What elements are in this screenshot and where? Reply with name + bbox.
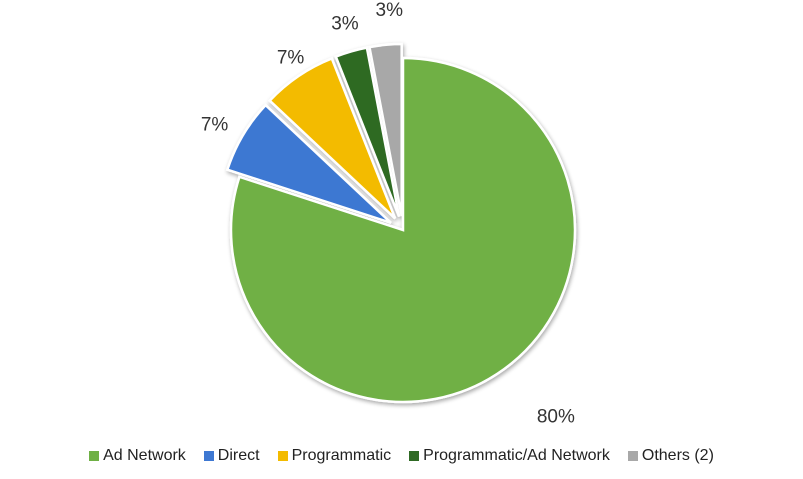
pie-slice-direct xyxy=(225,103,392,225)
legend-item-ad-network: Ad Network xyxy=(89,447,186,465)
data-label-programmatic: 7% xyxy=(277,48,305,69)
legend-item-direct: Direct xyxy=(203,447,260,465)
data-label-ad-network: 80% xyxy=(537,406,575,427)
legend-swatch xyxy=(627,451,638,461)
legend-label: Programmatic/Ad Network xyxy=(423,447,610,464)
legend-swatch xyxy=(409,451,420,461)
legend-item-programmatic: Programmatic xyxy=(277,447,392,465)
legend-label: Programmatic xyxy=(291,447,392,464)
legend: Ad Network Direct Programmatic Programmatic… xyxy=(0,441,803,471)
legend-label: Others (2) xyxy=(641,447,714,464)
chart-area: 80% 7% 7% 3% 3% xyxy=(201,0,577,427)
data-label-programmatic-ad-network: 3% xyxy=(331,13,359,34)
legend-label: Direct xyxy=(217,447,260,464)
legend-item-programmatic-ad-network: Programmatic/Ad Network xyxy=(409,447,610,465)
legend-item-others-2-: Others (2) xyxy=(627,447,714,465)
pie-slice-programmatic xyxy=(267,56,397,220)
data-label-others-2-: 3% xyxy=(376,0,404,21)
pie-slice-programmatic-ad-network xyxy=(334,46,401,218)
legend-label: Ad Network xyxy=(103,447,186,464)
legend-swatch xyxy=(277,451,288,461)
pie-slice-ad-network xyxy=(229,56,577,404)
pie-slice-others-2- xyxy=(367,42,403,217)
legend-swatch xyxy=(89,451,100,461)
legend-swatch xyxy=(203,451,214,461)
data-label-direct: 7% xyxy=(201,115,229,136)
pie-chart: 80% 7% 7% 3% 3% xyxy=(201,0,577,427)
